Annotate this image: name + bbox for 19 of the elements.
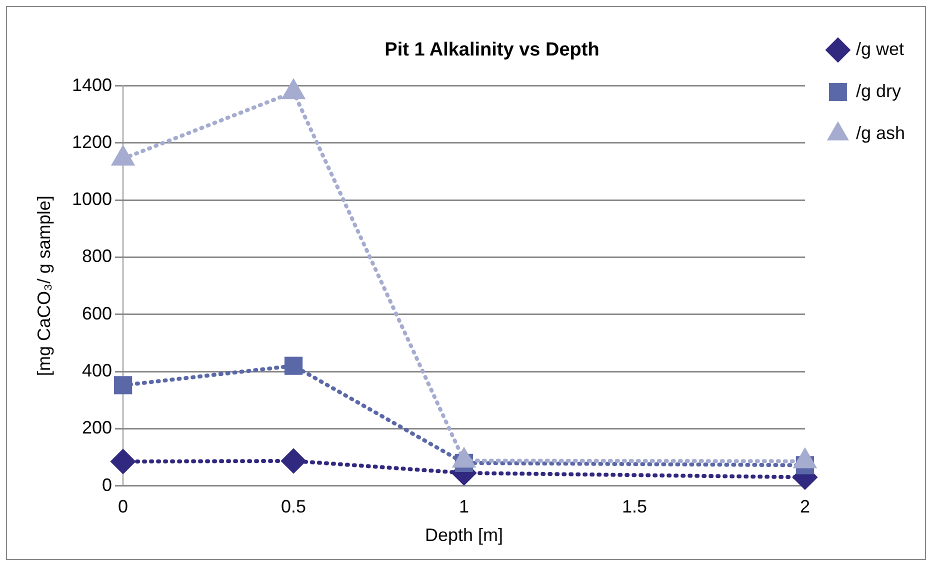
y-tick-label: 1200 bbox=[72, 132, 112, 152]
y-tick-label: 200 bbox=[82, 418, 112, 438]
x-axis-title: Depth [m] bbox=[424, 525, 504, 546]
x-tick-label: 2 bbox=[800, 496, 810, 517]
y-tick-label: 600 bbox=[82, 303, 112, 324]
x-tick-label: 1.5 bbox=[622, 496, 647, 517]
chart-title: Pit 1 Alkalinity vs Depth bbox=[384, 40, 600, 61]
y-tick-label: 0 bbox=[102, 474, 112, 495]
y-tick-label: 800 bbox=[82, 246, 112, 266]
legend-label: /g wet bbox=[856, 38, 904, 59]
x-tick-label: 1 bbox=[458, 496, 470, 517]
x-tick-label: 0.5 bbox=[281, 496, 306, 517]
y-axis-title: [mg CaCO₃/ g sample] bbox=[34, 196, 54, 376]
y-tick-label: 400 bbox=[82, 360, 112, 380]
y-tick-label: 1000 bbox=[72, 189, 112, 210]
x-tick-label: 0 bbox=[118, 496, 128, 517]
legend-label: /g dry bbox=[856, 80, 901, 101]
legend-label: /g ash bbox=[856, 122, 906, 143]
y-tick-label: 1400 bbox=[72, 74, 112, 95]
